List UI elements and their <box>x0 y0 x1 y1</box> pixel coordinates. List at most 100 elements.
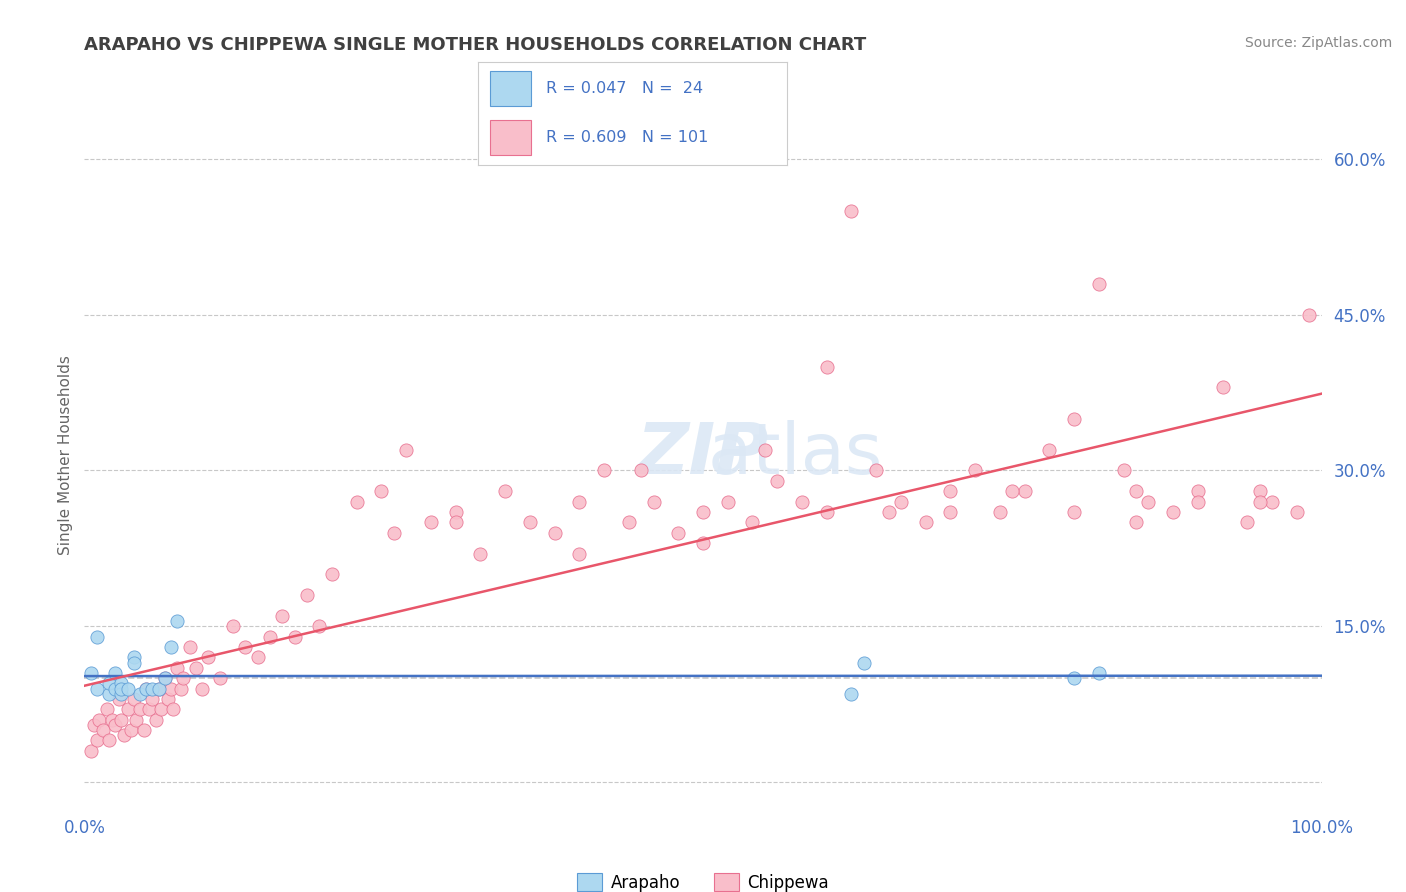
Point <box>284 630 307 644</box>
Point <box>246 650 269 665</box>
Point <box>110 676 132 690</box>
Point <box>104 681 127 696</box>
Point <box>98 676 121 690</box>
Point <box>222 619 245 633</box>
Point <box>135 681 157 696</box>
Legend: Arapaho, Chippewa: Arapaho, Chippewa <box>571 867 835 892</box>
Point <box>172 671 194 685</box>
Point <box>1249 494 1271 508</box>
Point <box>122 692 145 706</box>
Point <box>890 494 912 508</box>
Point <box>519 516 541 530</box>
Point <box>148 681 170 696</box>
Point <box>197 650 219 665</box>
Point <box>86 681 108 696</box>
Point <box>419 516 441 530</box>
Point <box>382 525 405 540</box>
Point <box>1161 505 1184 519</box>
Point <box>1249 484 1271 499</box>
Point <box>766 474 789 488</box>
Point <box>148 681 170 696</box>
Point <box>98 733 121 747</box>
Point <box>233 640 256 654</box>
Text: ARAPAHO VS CHIPPEWA SINGLE MOTHER HOUSEHOLDS CORRELATION CHART: ARAPAHO VS CHIPPEWA SINGLE MOTHER HOUSEH… <box>84 36 866 54</box>
Point <box>1212 380 1234 394</box>
Point <box>346 494 368 508</box>
Y-axis label: Single Mother Households: Single Mother Households <box>58 355 73 555</box>
Point <box>170 681 193 696</box>
Point <box>692 536 714 550</box>
Point <box>166 661 188 675</box>
Point <box>117 681 139 696</box>
Point <box>160 681 183 696</box>
Point <box>370 484 392 499</box>
Point <box>1285 505 1308 519</box>
Point <box>91 723 114 738</box>
Point <box>865 463 887 477</box>
Text: atlas: atlas <box>524 420 882 490</box>
Point <box>166 614 188 628</box>
Point <box>122 650 145 665</box>
Text: ZIP: ZIP <box>637 420 769 490</box>
Bar <box>491 70 530 105</box>
Point <box>120 723 142 738</box>
Point <box>110 687 132 701</box>
Text: R = 0.047   N =  24: R = 0.047 N = 24 <box>546 80 703 95</box>
Point <box>209 671 232 685</box>
Point <box>141 692 163 706</box>
Point <box>79 744 101 758</box>
Point <box>100 713 122 727</box>
Point <box>617 516 640 530</box>
Point <box>470 547 492 561</box>
Point <box>112 728 135 742</box>
Point <box>841 203 863 218</box>
Point <box>1063 671 1085 685</box>
Point <box>965 463 987 477</box>
Point <box>122 656 145 670</box>
Point <box>153 671 176 685</box>
Point <box>568 494 591 508</box>
Point <box>117 702 139 716</box>
Point <box>717 494 740 508</box>
Point <box>1112 463 1135 477</box>
Point <box>1088 665 1111 680</box>
Point <box>1125 484 1147 499</box>
Point <box>157 692 180 706</box>
Point <box>692 505 714 519</box>
Point <box>939 505 962 519</box>
Point <box>1001 484 1024 499</box>
Point <box>914 516 936 530</box>
Point <box>160 640 183 654</box>
Point <box>191 681 214 696</box>
Point <box>153 671 176 685</box>
Point <box>96 702 118 716</box>
Point <box>1187 484 1209 499</box>
Point <box>593 463 616 477</box>
Point <box>494 484 516 499</box>
Point <box>321 567 343 582</box>
Point <box>86 630 108 644</box>
Point <box>815 505 838 519</box>
Text: Source: ZipAtlas.com: Source: ZipAtlas.com <box>1244 36 1392 50</box>
Point <box>271 608 294 623</box>
Point <box>108 692 131 706</box>
Point <box>125 713 148 727</box>
Point <box>1261 494 1284 508</box>
Point <box>444 516 467 530</box>
Point <box>135 681 157 696</box>
Point <box>308 619 330 633</box>
Point <box>444 505 467 519</box>
Point <box>1236 516 1258 530</box>
Point <box>395 442 418 457</box>
Point <box>790 494 813 508</box>
Point <box>83 718 105 732</box>
Point <box>129 687 152 701</box>
Point <box>1014 484 1036 499</box>
Point <box>1125 516 1147 530</box>
Point <box>877 505 900 519</box>
Point <box>1187 494 1209 508</box>
Point <box>666 525 689 540</box>
Point <box>939 484 962 499</box>
Point <box>741 516 763 530</box>
Point <box>543 525 565 540</box>
